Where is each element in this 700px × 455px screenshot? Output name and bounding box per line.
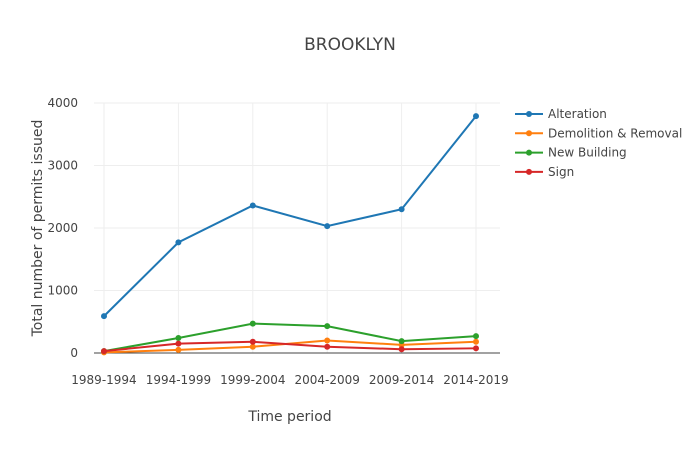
data-point: [473, 113, 479, 120]
legend-label: Demolition & Removal: [548, 126, 682, 140]
legend-item[interactable]: New Building: [515, 146, 627, 160]
legend-item[interactable]: Demolition & Removal: [515, 126, 682, 140]
data-point: [175, 340, 182, 347]
y-tick-label: 2000: [47, 221, 78, 235]
legend-swatch-marker: [526, 130, 532, 137]
legend-swatch-marker: [526, 168, 532, 175]
data-point: [249, 320, 256, 327]
series-line: [103, 340, 477, 353]
x-tick-label: 2009-2014: [369, 373, 434, 387]
legend-label: Sign: [548, 165, 574, 179]
legend[interactable]: Alteration Demolition & Removal New Buildi…: [515, 107, 682, 179]
data-point: [175, 239, 182, 246]
data-point: [398, 338, 405, 345]
data-point: [324, 223, 331, 230]
legend-swatch-marker: [526, 149, 532, 156]
series-line: [103, 115, 477, 317]
axis-layer: 0 1000 2000 3000 4000 1989-1994 1994-1999 1999-…: [47, 96, 508, 387]
data-point: [175, 335, 182, 341]
data-point: [324, 343, 331, 350]
series-layer: [101, 113, 479, 356]
data-point: [473, 333, 479, 340]
legend-swatch-marker: [526, 111, 532, 117]
data-point: [473, 345, 479, 352]
y-tick-label: 4000: [47, 96, 78, 110]
y-axis-title: Total number of permits issued: [30, 120, 46, 338]
grid-layer: [94, 102, 500, 353]
y-tick-label: 3000: [47, 159, 78, 173]
data-point: [249, 202, 256, 209]
x-tick-label: 2004-2009: [294, 373, 359, 387]
x-tick-label: 1989-1994: [71, 373, 136, 387]
data-point: [101, 313, 107, 320]
data-point: [249, 343, 256, 350]
x-axis-title: Time period: [247, 409, 331, 425]
x-tick-label: 2014-2019: [443, 373, 508, 387]
chart-title: BROOKLYN: [304, 35, 396, 55]
legend-label: Alteration: [548, 107, 607, 121]
y-tick-label: 0: [70, 346, 78, 360]
x-tick-label: 1999-2004: [220, 373, 285, 387]
legend-label: New Building: [548, 146, 627, 160]
data-point: [473, 338, 479, 345]
data-point: [101, 348, 107, 355]
data-point: [324, 337, 331, 344]
data-point: [398, 346, 405, 353]
x-tick-label: 1994-1999: [146, 373, 211, 387]
series-line: [103, 322, 477, 353]
data-point: [175, 346, 182, 353]
y-tick-label: 1000: [47, 284, 78, 298]
data-point: [398, 206, 405, 213]
legend-item[interactable]: Sign: [515, 165, 574, 179]
data-point: [324, 323, 331, 330]
legend-item[interactable]: Alteration: [515, 107, 607, 121]
data-point: [249, 338, 256, 345]
